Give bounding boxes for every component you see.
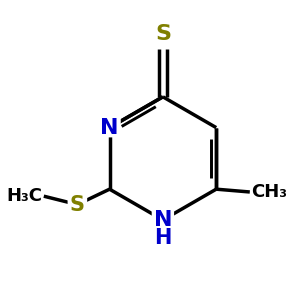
Text: CH₃: CH₃: [251, 183, 287, 201]
Text: N: N: [154, 210, 172, 230]
Text: H₃C: H₃C: [6, 187, 42, 205]
Text: S: S: [70, 195, 85, 214]
FancyBboxPatch shape: [152, 210, 174, 230]
Text: H: H: [154, 228, 172, 248]
Text: N: N: [100, 118, 119, 138]
FancyBboxPatch shape: [68, 196, 87, 214]
FancyBboxPatch shape: [98, 118, 121, 137]
Text: S: S: [155, 24, 171, 44]
